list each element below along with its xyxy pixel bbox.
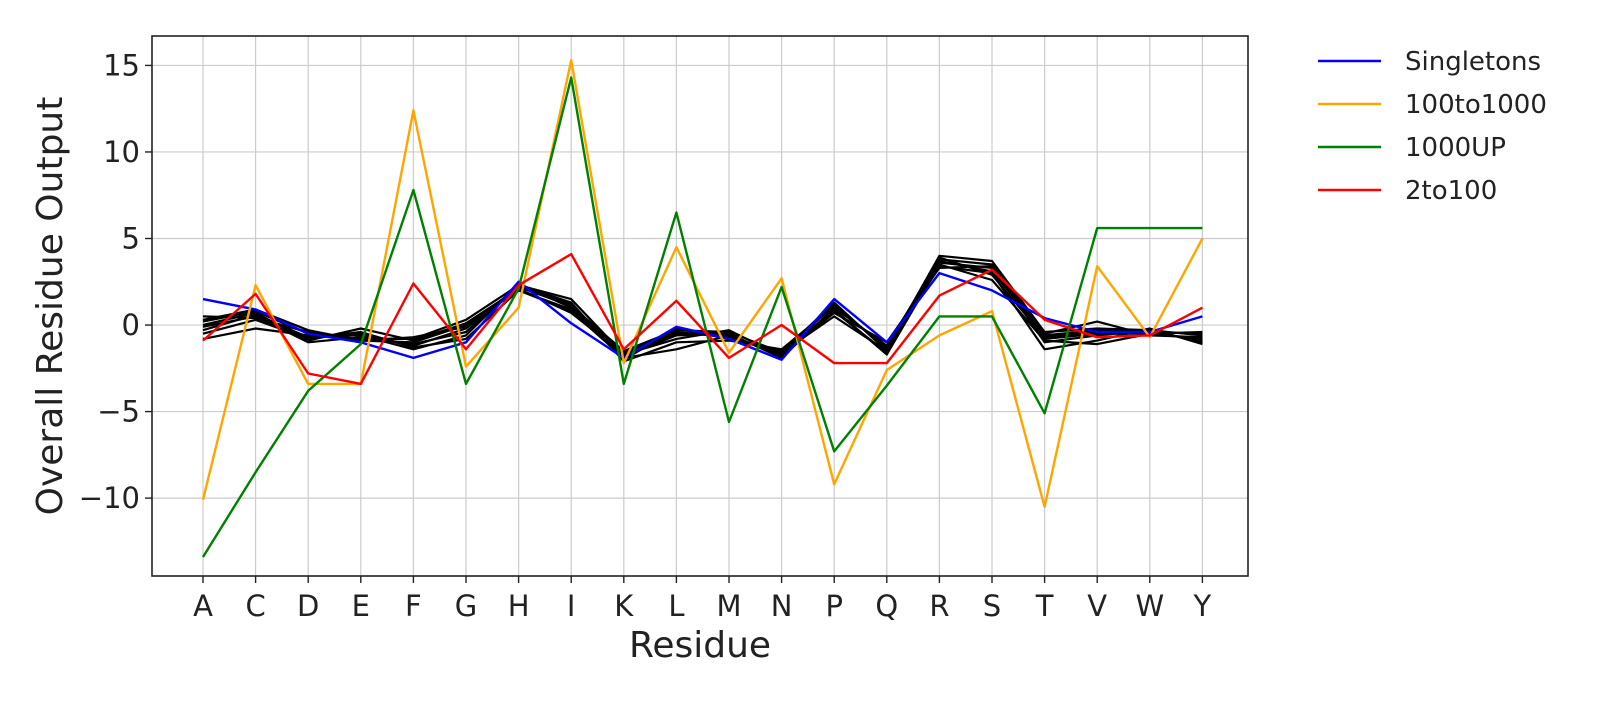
x-tick-label: G	[455, 589, 477, 623]
x-tick-label: W	[1135, 589, 1164, 623]
background-series-line	[202, 259, 1203, 363]
plot-frame	[151, 35, 1249, 577]
x-tick-label: V	[1087, 589, 1107, 623]
x-tick-label: F	[405, 589, 422, 623]
x-tick-label: D	[297, 589, 319, 623]
y-tick-label: 10	[103, 135, 140, 169]
y-tick-label: 0	[122, 308, 140, 342]
x-tick-label: Y	[1193, 589, 1212, 623]
series-line-1000up	[201, 76, 1203, 558]
series-line-100to1000	[201, 59, 1204, 508]
x-tick-label: I	[567, 589, 576, 623]
x-tick-label: Q	[875, 589, 898, 623]
legend-label: 1000UP	[1405, 133, 1506, 163]
x-tick-label: K	[614, 589, 634, 623]
x-tick-label: T	[1035, 589, 1054, 623]
x-axis-label: Residue	[629, 625, 771, 666]
x-tick-label: C	[245, 589, 265, 623]
legend-label: Singletons	[1405, 47, 1541, 77]
x-tick-label: P	[825, 589, 843, 623]
background-series-line	[202, 265, 1203, 359]
background-series-line	[202, 261, 1203, 361]
x-tick-label: M	[716, 589, 741, 623]
y-tick-label: −10	[79, 481, 140, 515]
x-tick-label: E	[352, 589, 370, 623]
y-tick-label: −5	[97, 395, 140, 429]
y-axis-ticks: 15 10 5 0 −5 −10	[79, 48, 152, 515]
x-tick-label: H	[508, 589, 530, 623]
x-tick-label: N	[771, 589, 793, 623]
x-tick-label: R	[929, 589, 949, 623]
y-axis-label: Overall Residue Output	[30, 97, 71, 516]
y-tick-label: 5	[122, 222, 140, 256]
legend-label: 100to1000	[1405, 90, 1547, 120]
y-tick-label: 15	[103, 48, 140, 82]
background-lines	[202, 254, 1203, 363]
legend: Singletons 100to1000 1000UP 2to100	[1318, 47, 1547, 206]
series-line-singletons	[202, 271, 1203, 361]
x-tick-label: S	[983, 589, 1001, 623]
series-lines	[201, 59, 1204, 558]
legend-label: 2to100	[1405, 176, 1497, 206]
series-line-2to100	[202, 252, 1203, 386]
x-tick-label: L	[668, 589, 684, 623]
x-tick-label: A	[193, 589, 213, 623]
